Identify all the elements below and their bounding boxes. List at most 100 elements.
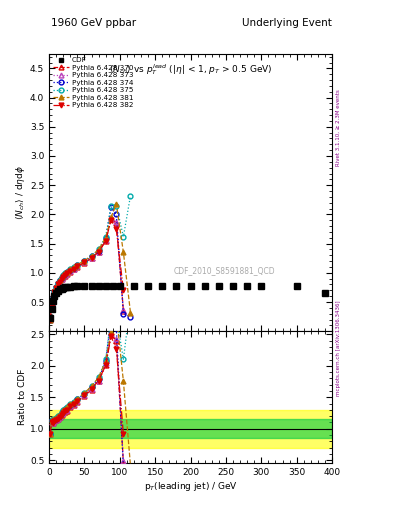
- Pythia 6.428 370: [72, 266, 76, 272]
- Pythia 6.428 382: [103, 238, 108, 244]
- Pythia 6.428 373: [82, 259, 87, 265]
- Pythia 6.428 381: [68, 266, 73, 272]
- Pythia 6.428 375: [57, 277, 62, 283]
- Pythia 6.428 370: [53, 285, 58, 291]
- Bar: [49, 419, 332, 438]
- Pythia 6.428 381: [114, 201, 119, 207]
- Pythia 6.428 370: [49, 304, 54, 310]
- Pythia 6.428 370: [75, 264, 80, 270]
- CDF: [52, 293, 57, 299]
- Pythia 6.428 381: [103, 234, 108, 241]
- Pythia 6.428 382: [72, 266, 76, 272]
- Pythia 6.428 373: [63, 272, 68, 278]
- Text: mcplots.cern.ch [arXiv:1306.3436]: mcplots.cern.ch [arXiv:1306.3436]: [336, 301, 341, 396]
- Pythia 6.428 381: [57, 277, 62, 283]
- Line: Pythia 6.428 375: Pythia 6.428 375: [48, 193, 133, 322]
- Pythia 6.428 382: [82, 259, 87, 265]
- Pythia 6.428 375: [64, 269, 69, 275]
- Pythia 6.428 382: [51, 295, 55, 301]
- Pythia 6.428 374: [75, 262, 80, 268]
- Line: Pythia 6.428 370: Pythia 6.428 370: [48, 217, 126, 322]
- Pythia 6.428 382: [108, 217, 114, 223]
- Pythia 6.428 382: [53, 285, 58, 291]
- Pythia 6.428 375: [128, 193, 133, 199]
- Pythia 6.428 370: [63, 273, 68, 279]
- Pythia 6.428 382: [55, 282, 60, 288]
- Pythia 6.428 373: [108, 215, 114, 221]
- X-axis label: p$_T$(leading jet) / GeV: p$_T$(leading jet) / GeV: [144, 480, 237, 493]
- Pythia 6.428 374: [68, 267, 73, 273]
- Pythia 6.428 370: [52, 289, 57, 295]
- CDF: [174, 283, 179, 289]
- Pythia 6.428 370: [96, 249, 101, 255]
- CDF: [110, 283, 115, 289]
- CDF: [57, 286, 62, 292]
- Pythia 6.428 375: [114, 203, 119, 209]
- Pythia 6.428 373: [52, 289, 57, 295]
- Pythia 6.428 375: [49, 303, 54, 309]
- CDF: [323, 290, 327, 296]
- Line: Pythia 6.428 381: Pythia 6.428 381: [48, 201, 133, 322]
- Pythia 6.428 381: [53, 284, 58, 290]
- CDF: [48, 315, 53, 322]
- Line: Pythia 6.428 374: Pythia 6.428 374: [48, 205, 133, 322]
- Pythia 6.428 370: [48, 316, 53, 323]
- Pythia 6.428 375: [52, 288, 57, 294]
- Pythia 6.428 373: [64, 270, 69, 276]
- Pythia 6.428 370: [64, 271, 69, 277]
- Pythia 6.428 381: [128, 309, 133, 315]
- Pythia 6.428 373: [121, 307, 126, 313]
- Pythia 6.428 373: [59, 275, 64, 282]
- Pythia 6.428 381: [55, 280, 60, 286]
- CDF: [75, 283, 80, 289]
- CDF: [53, 290, 58, 296]
- Text: 1960 GeV ppbar: 1960 GeV ppbar: [51, 18, 136, 28]
- Pythia 6.428 370: [103, 238, 108, 244]
- Line: Pythia 6.428 373: Pythia 6.428 373: [48, 216, 126, 322]
- Pythia 6.428 374: [72, 265, 76, 271]
- Pythia 6.428 381: [89, 253, 94, 259]
- CDF: [68, 284, 73, 290]
- Pythia 6.428 373: [49, 304, 54, 310]
- Pythia 6.428 375: [61, 272, 66, 278]
- CDF: [146, 283, 151, 289]
- Y-axis label: $\langle N_{ch}\rangle$ / d$\eta$d$\phi$: $\langle N_{ch}\rangle$ / d$\eta$d$\phi$: [14, 165, 27, 220]
- Pythia 6.428 373: [75, 263, 80, 269]
- Pythia 6.428 374: [121, 311, 126, 317]
- Pythia 6.428 375: [121, 233, 126, 240]
- Pythia 6.428 374: [52, 288, 57, 294]
- Pythia 6.428 374: [63, 271, 68, 277]
- Pythia 6.428 381: [108, 214, 114, 220]
- Pythia 6.428 374: [55, 280, 60, 286]
- Pythia 6.428 375: [53, 284, 58, 290]
- Pythia 6.428 382: [68, 268, 73, 274]
- Pythia 6.428 381: [52, 288, 57, 294]
- Pythia 6.428 374: [53, 284, 58, 290]
- Pythia 6.428 381: [63, 270, 68, 276]
- Pythia 6.428 375: [63, 270, 68, 276]
- Pythia 6.428 382: [59, 276, 64, 282]
- Pythia 6.428 370: [57, 279, 62, 285]
- CDF: [118, 283, 122, 289]
- CDF: [245, 283, 250, 289]
- Pythia 6.428 374: [51, 294, 55, 301]
- Pythia 6.428 381: [61, 272, 66, 278]
- Text: Underlying Event: Underlying Event: [242, 18, 332, 28]
- Text: Rivet 3.1.10, ≥ 2.3M events: Rivet 3.1.10, ≥ 2.3M events: [336, 90, 341, 166]
- Legend: CDF, Pythia 6.428 370, Pythia 6.428 373, Pythia 6.428 374, Pythia 6.428 375, Pyt: CDF, Pythia 6.428 370, Pythia 6.428 373,…: [51, 56, 134, 110]
- Pythia 6.428 375: [55, 280, 60, 286]
- Pythia 6.428 382: [61, 274, 66, 280]
- Pythia 6.428 370: [55, 282, 60, 288]
- Pythia 6.428 374: [57, 278, 62, 284]
- Pythia 6.428 370: [51, 295, 55, 301]
- Pythia 6.428 375: [51, 294, 55, 300]
- Pythia 6.428 381: [64, 269, 69, 275]
- Pythia 6.428 382: [52, 289, 57, 295]
- Pythia 6.428 373: [68, 268, 73, 274]
- Text: $\langle N_{ch}\rangle$ vs $p_T^{lead}$ ($|\eta|$ < 1, $p_T$ > 0.5 GeV): $\langle N_{ch}\rangle$ vs $p_T^{lead}$ …: [109, 62, 272, 77]
- CDF: [82, 283, 87, 289]
- CDF: [294, 283, 299, 289]
- CDF: [132, 283, 136, 289]
- Pythia 6.428 375: [68, 266, 73, 272]
- Pythia 6.428 381: [59, 274, 64, 281]
